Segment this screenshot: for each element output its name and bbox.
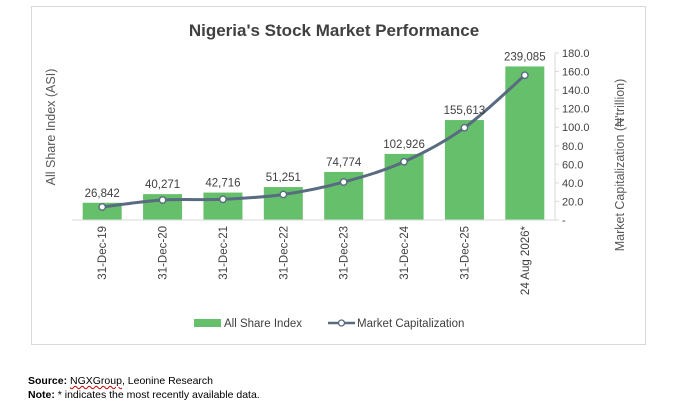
y-axis-label-left: All Share Index (ASI): [44, 69, 58, 186]
bar: [444, 120, 484, 220]
bar-label: 51,251: [266, 172, 301, 184]
market-cap-point: [219, 195, 227, 204]
chart-title: Nigeria's Stock Market Performance: [189, 21, 479, 40]
right-tick-label: 160.0: [562, 67, 590, 79]
x-tick-label: 24 Aug 2026*: [520, 225, 532, 295]
right-axis: - 20.0 40.0 60.0 80.0 100.0 120.0 140.0 160.0 180…: [554, 48, 590, 227]
note-line: Note: * indicates the most recently avai…: [28, 389, 260, 401]
x-axis: 31-Dec-19 31-Dec-20 31-Dec-21 31-Dec-22 31-D…: [72, 219, 555, 295]
bar-label: 102,926: [383, 139, 425, 151]
chart-svg: Nigeria's Stock Market Performance All S…: [44, 21, 627, 330]
bar-label: 74,774: [326, 157, 362, 169]
chart-frame: Nigeria's Stock Market Performance All S…: [31, 6, 646, 345]
right-tick-label: 120.0: [562, 104, 590, 116]
source-note: Source: NGXGroup, Leonine Research: [28, 375, 213, 387]
note-label: Note:: [28, 389, 55, 401]
x-tick-label: 31-Dec-19: [97, 226, 109, 280]
legend-label-market-cap: Market Capitalization: [357, 318, 464, 330]
bar-label: 42,716: [205, 178, 240, 190]
market-cap-point: [158, 196, 167, 204]
x-tick-label: 31-Dec-22: [278, 226, 290, 280]
market-cap-point: [400, 157, 408, 166]
legend: All Share Index Market Capitalization: [194, 318, 464, 330]
bar: [505, 66, 545, 220]
source-ngx: NGXGroup: [70, 375, 122, 387]
market-cap-point: [98, 203, 107, 211]
right-tick-label: 140.0: [562, 85, 590, 97]
x-tick-label: 31-Dec-21: [218, 226, 230, 280]
bar-label: 239,085: [504, 51, 546, 63]
line-series: [98, 71, 529, 211]
right-tick-label: 60.0: [562, 159, 583, 171]
bar-label: 155,613: [444, 105, 486, 117]
legend-swatch-all-share-index: [194, 319, 221, 327]
legend-marker-market-cap: [337, 319, 346, 327]
note-text: * indicates the most recently available …: [54, 389, 260, 401]
right-tick-label: 80.0: [562, 141, 583, 153]
bar-label: 26,842: [85, 188, 120, 200]
market-cap-point: [339, 178, 348, 186]
bars-group: [82, 66, 545, 220]
right-tick-label: 180.0: [562, 48, 590, 60]
x-tick-label: 31-Dec-23: [339, 226, 351, 280]
source-label: Source:: [28, 375, 68, 387]
bar-label: 40,271: [145, 179, 180, 191]
x-tick-label: 31-Dec-24: [399, 225, 411, 279]
y-axis-label-right: Market Capitalization (₦'trillion): [613, 79, 627, 252]
bar-data-labels: 26,842 40,271 42,716 51,251 74,774 102,926 155…: [85, 51, 546, 199]
x-tick-label: 31-Dec-20: [158, 226, 170, 280]
right-tick-label: -: [562, 215, 566, 227]
right-tick-label: 100.0: [562, 122, 590, 134]
right-tick-label: 20.0: [562, 196, 583, 208]
source-rest: , Leonine Research: [121, 375, 214, 387]
legend-label-all-share-index: All Share Index: [224, 318, 302, 330]
market-cap-point: [279, 190, 288, 199]
right-tick-label: 40.0: [562, 178, 583, 190]
x-tick-label: 31-Dec-25: [459, 226, 471, 280]
market-cap-point: [460, 123, 469, 132]
market-cap-point: [520, 71, 529, 80]
